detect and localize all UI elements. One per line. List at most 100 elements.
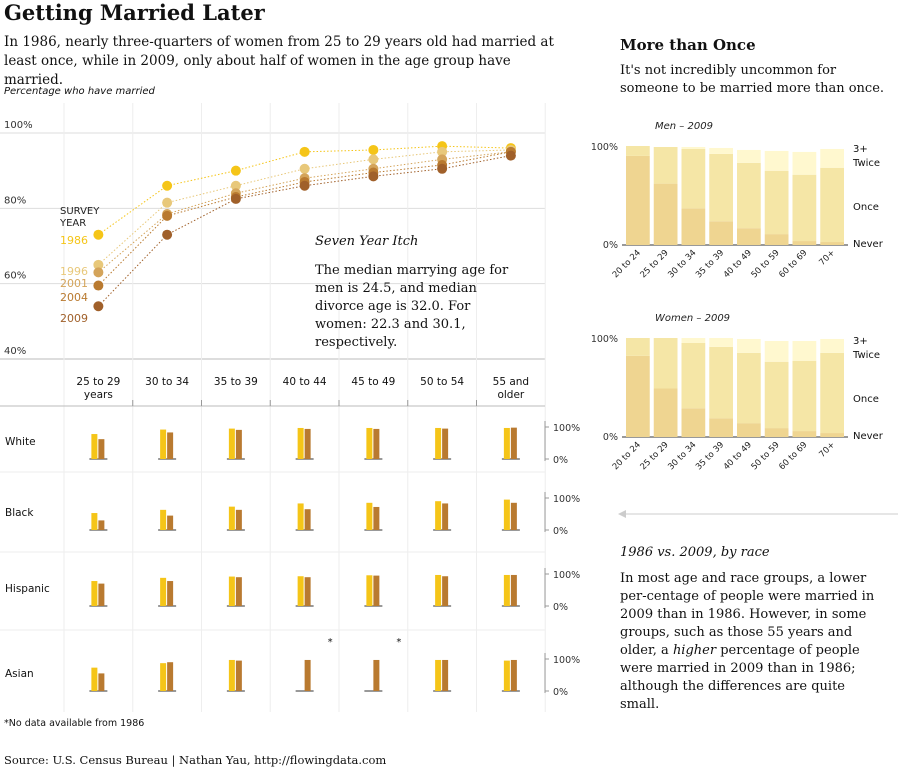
women-chart-segment-once xyxy=(820,433,844,437)
women-chart-ytick: 100% xyxy=(591,334,618,345)
annotation-body: The median marrying age for men is 24.5,… xyxy=(315,263,509,350)
row-axis-label: 100% xyxy=(553,423,580,434)
column-header: 25 to 29 xyxy=(76,376,120,388)
women-chart-segment-once xyxy=(792,431,817,437)
women-chart-segment-3plus xyxy=(764,340,789,362)
bar-2009 xyxy=(442,659,449,691)
data-point-1996 xyxy=(230,180,241,191)
men-chart-legend-never: Never xyxy=(853,239,884,250)
women-chart-category-label: 35 to 39 xyxy=(694,440,726,472)
bar-2009 xyxy=(373,575,380,606)
bar-2009 xyxy=(235,509,242,530)
women-chart-legend-3plus: 3+ xyxy=(853,336,868,347)
bar-1986 xyxy=(503,574,510,606)
row-label-hispanic: Hispanic xyxy=(5,583,50,595)
page-title: Getting Married Later xyxy=(4,0,265,25)
men-chart-segment-once xyxy=(653,183,678,245)
men-chart-segment-3plus xyxy=(820,148,844,168)
women-chart-segment-3plus xyxy=(681,338,706,343)
bar-1986 xyxy=(297,427,304,459)
bar-1986 xyxy=(297,503,304,530)
women-chart-segment-twice xyxy=(653,338,678,389)
source-line: Source: U.S. Census Bureau | Nathan Yau,… xyxy=(4,753,387,767)
men-chart-category-label: 60 to 69 xyxy=(777,248,809,280)
women-chart-segment-once xyxy=(737,423,761,437)
women-chart-category-label: 20 to 24 xyxy=(611,440,643,472)
bar-1986 xyxy=(160,429,167,459)
data-point-2009 xyxy=(162,229,173,240)
row-axis-label: 100% xyxy=(553,655,580,666)
women-chart-segment-twice xyxy=(820,352,844,434)
bar-1986 xyxy=(435,427,442,459)
women-chart-segment-3plus xyxy=(737,338,761,353)
women-chart-segment-once xyxy=(626,355,650,437)
data-point-2009 xyxy=(368,171,379,182)
women-chart-segment-3plus xyxy=(820,338,844,353)
men-chart-segment-3plus xyxy=(681,146,706,149)
bar-2009 xyxy=(304,509,311,530)
women-chart-segment-once xyxy=(681,408,706,437)
bar-1986 xyxy=(503,499,510,530)
race-text-part1: In most age and race groups, a lower per… xyxy=(620,571,875,658)
men-chart-segment-twice xyxy=(709,153,733,222)
women-chart-category-label: 25 to 29 xyxy=(639,440,671,472)
bar-1986 xyxy=(435,659,442,691)
women-chart-title: Women – 2009 xyxy=(655,313,730,324)
bar-1986 xyxy=(160,509,167,530)
bar-2009 xyxy=(373,506,380,530)
survey-year-label: SURVEY xyxy=(60,206,100,217)
data-point-2009 xyxy=(299,180,310,191)
y-tick-label: 60% xyxy=(4,271,26,282)
y-tick-label: 100% xyxy=(4,120,33,131)
data-point-2004 xyxy=(93,280,104,291)
men-chart-segment-3plus xyxy=(792,151,817,175)
bar-1986 xyxy=(503,427,510,459)
men-chart-segment-once xyxy=(792,241,817,245)
women-chart-segment-twice xyxy=(626,338,650,356)
race-text-em: higher xyxy=(672,643,717,658)
men-chart-category-label: 40 to 49 xyxy=(722,248,754,280)
legend-year-1986: 1986 xyxy=(60,234,88,247)
data-point-1996 xyxy=(368,154,379,165)
legend-year-2004: 2004 xyxy=(60,291,88,304)
row-axis-label: 0% xyxy=(553,602,568,613)
women-chart-segment-3plus xyxy=(792,340,817,361)
men-chart-segment-twice xyxy=(792,174,817,242)
bar-1986 xyxy=(366,502,373,530)
women-chart-ytick: 0% xyxy=(603,432,618,443)
data-point-2009 xyxy=(93,301,104,312)
row-label-asian: Asian xyxy=(5,668,34,680)
data-point-1996 xyxy=(93,259,104,270)
women-chart-category-label: 30 to 34 xyxy=(666,440,698,472)
bar-1986 xyxy=(228,428,235,459)
men-chart-legend-3plus: 3+ xyxy=(853,144,868,155)
legend-year-2001: 2001 xyxy=(60,277,88,290)
men-chart-segment-3plus xyxy=(709,147,733,154)
bar-2009 xyxy=(167,662,174,691)
men-chart-segment-once xyxy=(709,221,733,245)
column-header: 55 and xyxy=(493,376,529,388)
y-tick-label: 80% xyxy=(4,195,26,206)
annotation-heading: Seven Year Itch xyxy=(315,234,419,249)
column-header: 50 to 54 xyxy=(420,376,464,388)
men-chart-category-label: 30 to 34 xyxy=(666,248,698,280)
column-header: 40 to 44 xyxy=(283,376,327,388)
data-point-2009 xyxy=(437,163,448,174)
women-chart-segment-twice xyxy=(681,342,706,409)
axis-note: Percentage who have married xyxy=(4,86,155,97)
row-label-black: Black xyxy=(5,507,34,519)
race-heading: 1986 vs. 2009, by race xyxy=(620,545,770,560)
bar-1986 xyxy=(91,581,98,606)
row-axis-label: 0% xyxy=(553,687,568,698)
bar-1986 xyxy=(503,660,510,691)
men-chart-segment-once xyxy=(737,228,761,245)
bar-2009 xyxy=(98,520,105,530)
bar-2009 xyxy=(510,502,517,530)
bar-1986 xyxy=(228,506,235,530)
women-chart-legend-twice: Twice xyxy=(852,350,880,361)
men-chart-segment-twice xyxy=(626,146,650,156)
bar-2009 xyxy=(235,660,242,691)
women-chart-segment-once xyxy=(764,428,789,437)
men-chart-category-label: 35 to 39 xyxy=(694,248,726,280)
bar-1986 xyxy=(228,576,235,606)
